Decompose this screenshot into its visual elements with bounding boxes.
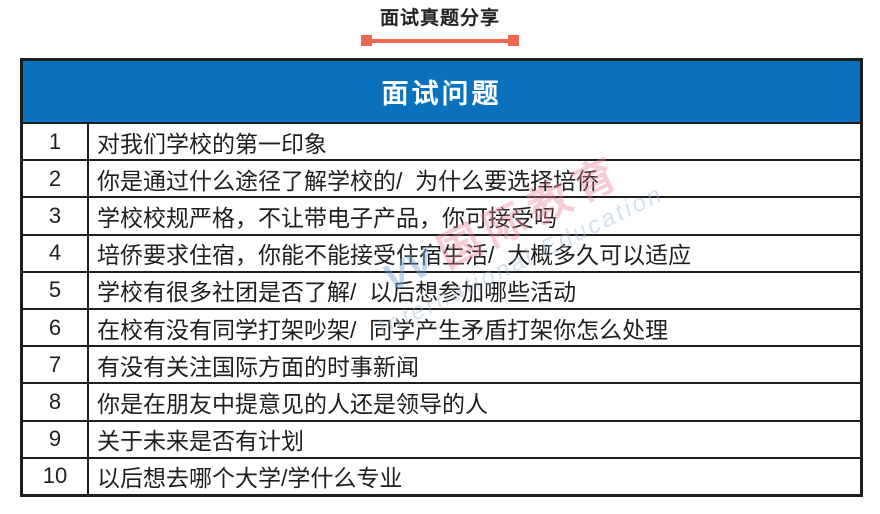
question-text: 关于未来是否有计划 — [97, 428, 304, 455]
question-number: 9 — [23, 421, 89, 457]
table-row: 7 有没有关注国际方面的时事新闻 — [23, 345, 860, 383]
question-text: 培侨要求住宿，你能不能接受住宿生活/ 大概多久可以适应 — [97, 242, 692, 269]
underline-right-square — [508, 35, 519, 46]
table-row: 9 关于未来是否有计划 — [23, 419, 860, 457]
table-body: 1 对我们学校的第一印象 2 你是通过什么途径了解学校的/ 为什么要选择培侨 3… — [23, 124, 860, 495]
table-row: 1 对我们学校的第一印象 — [23, 124, 860, 160]
table-row: 4 培侨要求住宿，你能不能接受住宿生活/ 大概多久可以适应 — [23, 233, 860, 271]
question-text: 学校有很多社团是否了解/ 以后想参加哪些活动 — [97, 279, 577, 306]
question-number: 5 — [23, 272, 89, 309]
question-text: 有没有关注国际方面的时事新闻 — [97, 353, 419, 380]
question-number: 2 — [23, 161, 89, 197]
table-row: 3 学校校规严格，不让带电子产品，你可接受吗 — [23, 196, 860, 234]
question-text: 在校有没有同学打架吵架/ 同学产生矛盾打架你怎么处理 — [97, 316, 669, 343]
table-row: 2 你是通过什么途径了解学校的/ 为什么要选择培侨 — [23, 159, 860, 197]
question-number: 4 — [23, 235, 89, 271]
question-number: 10 — [23, 458, 89, 495]
title-underline — [361, 35, 519, 46]
page-title: 面试真题分享 — [379, 8, 500, 29]
question-text: 学校校规严格，不让带电子产品，你可接受吗 — [97, 205, 557, 231]
question-number: 7 — [23, 347, 89, 383]
underline-bar — [372, 38, 508, 43]
question-number: 8 — [23, 384, 89, 420]
interview-questions-table: 面试问题 1 对我们学校的第一印象 2 你是通过什么途径了解学校的/ 为什么要选… — [20, 58, 863, 497]
question-text: 你是通过什么途径了解学校的/ 为什么要选择培侨 — [97, 167, 600, 194]
question-text: 你是在朋友中提意见的人还是领导的人 — [97, 391, 488, 418]
table-header: 面试问题 — [23, 61, 860, 124]
question-number: 3 — [23, 198, 89, 234]
table-row: 8 你是在朋友中提意见的人还是领导的人 — [23, 382, 860, 420]
title-block: 面试真题分享 — [0, 8, 880, 46]
question-text: 对我们学校的第一印象 — [97, 130, 327, 157]
question-text: 以后想去哪个大学/学什么专业 — [97, 465, 403, 492]
table-row: 10 以后想去哪个大学/学什么专业 — [23, 456, 860, 495]
table-row: 5 学校有很多社团是否了解/ 以后想参加哪些活动 — [23, 270, 860, 309]
question-number: 1 — [23, 124, 89, 160]
underline-left-square — [361, 35, 372, 46]
question-number: 6 — [23, 310, 89, 346]
table-row: 6 在校有没有同学打架吵架/ 同学产生矛盾打架你怎么处理 — [23, 308, 860, 346]
